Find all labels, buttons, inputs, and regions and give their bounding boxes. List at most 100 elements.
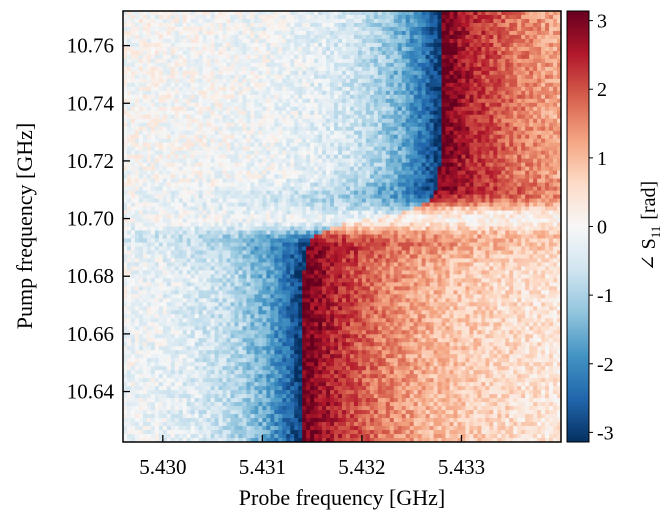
heatmap-cell (210, 102, 215, 108)
heatmap-cell (349, 158, 355, 164)
heatmap-cell (250, 122, 255, 128)
heatmap-cell (230, 118, 235, 124)
heatmap-cell (170, 162, 176, 168)
heatmap-cell (505, 118, 510, 124)
heatmap-cell (349, 166, 355, 172)
heatmap-cell (206, 134, 211, 140)
heatmap-cell (457, 18, 462, 24)
heatmap-cell (326, 146, 331, 152)
heatmap-cell (473, 186, 478, 191)
heatmap-cell (481, 82, 486, 88)
heatmap-cell (126, 78, 132, 84)
heatmap-cell (190, 66, 196, 72)
heatmap-cell (214, 14, 219, 20)
heatmap-cell (353, 18, 359, 24)
heatmap-cell (206, 70, 211, 76)
heatmap-cell (397, 150, 403, 156)
heatmap-cell (123, 134, 128, 140)
heatmap-cell (365, 62, 371, 68)
heatmap-cell (198, 186, 204, 191)
heatmap-cell (298, 186, 303, 191)
heatmap-cell (401, 106, 407, 112)
heatmap-cell (401, 146, 407, 152)
heatmap-cell (158, 66, 164, 72)
heatmap-cell (142, 14, 148, 20)
heatmap-cell (401, 122, 407, 128)
heatmap-cell (501, 70, 506, 76)
heatmap-cell (330, 158, 335, 164)
heatmap-cell (353, 14, 359, 20)
heatmap-cell (409, 130, 415, 136)
heatmap-cell (445, 50, 450, 56)
heatmap-cell (158, 174, 164, 180)
heatmap-cell (445, 142, 450, 148)
heatmap-cell (190, 114, 196, 120)
heatmap-cell (274, 66, 279, 72)
heatmap-cell (545, 62, 550, 68)
heatmap-cell (397, 58, 403, 64)
heatmap-cell (334, 154, 339, 160)
heatmap-cell (182, 82, 188, 88)
heatmap-cell (166, 78, 172, 84)
heatmap-cell (282, 18, 287, 24)
heatmap-cell (174, 98, 180, 104)
heatmap-cell (166, 126, 172, 132)
heatmap-cell (182, 110, 188, 116)
heatmap-cell (361, 162, 367, 168)
heatmap-cell (154, 82, 160, 88)
heatmap-cell (206, 166, 211, 172)
heatmap-cell (461, 62, 466, 68)
heatmap-cell (377, 146, 383, 152)
heatmap-cell (178, 126, 184, 132)
heatmap-cell (513, 142, 518, 148)
heatmap-cell (409, 18, 415, 24)
heatmap-cell (429, 178, 434, 183)
heatmap-cell (242, 186, 247, 191)
heatmap-cell (453, 170, 458, 176)
heatmap-cell (278, 38, 283, 44)
heatmap-cell (230, 14, 235, 20)
heatmap-cell (158, 162, 164, 168)
heatmap-cell (521, 26, 526, 32)
heatmap-cell (134, 170, 140, 176)
heatmap-cell (242, 38, 247, 44)
heatmap-cell (497, 174, 502, 180)
heatmap-cell (469, 130, 474, 136)
heatmap-cell (210, 114, 215, 120)
heatmap-cell (433, 66, 438, 72)
heatmap-cell (138, 42, 144, 48)
heatmap-cell (322, 102, 327, 108)
heatmap-cell (353, 70, 359, 76)
heatmap-cell (433, 130, 438, 136)
heatmap-cell (166, 146, 172, 152)
heatmap-cell (377, 110, 383, 116)
heatmap-cell (294, 66, 299, 72)
heatmap-cell (134, 22, 140, 28)
heatmap-cell (425, 50, 430, 56)
heatmap-cell (545, 50, 550, 56)
heatmap-cell (545, 74, 550, 80)
heatmap-cell (142, 186, 148, 191)
heatmap-cell (262, 162, 267, 168)
heatmap-cell (242, 18, 247, 24)
heatmap-cell (525, 94, 530, 100)
heatmap-cell (278, 162, 283, 168)
heatmap-cell (338, 142, 343, 148)
heatmap-cell (501, 166, 506, 172)
heatmap-cell (349, 46, 355, 52)
heatmap-cell (270, 58, 275, 64)
heatmap-cell (318, 18, 323, 24)
heatmap-cell (170, 186, 176, 191)
heatmap-cell (369, 98, 375, 104)
heatmap-cell (218, 34, 223, 40)
heatmap-cell (377, 46, 383, 52)
heatmap-cell (123, 22, 128, 28)
heatmap-cell (405, 114, 411, 120)
heatmap-cell (397, 30, 403, 36)
heatmap-cell (485, 66, 490, 72)
heatmap-cell (274, 190, 279, 195)
heatmap-cell (162, 174, 168, 180)
heatmap-cell (493, 178, 498, 183)
heatmap-cell (465, 22, 470, 28)
heatmap-cell (162, 98, 168, 104)
